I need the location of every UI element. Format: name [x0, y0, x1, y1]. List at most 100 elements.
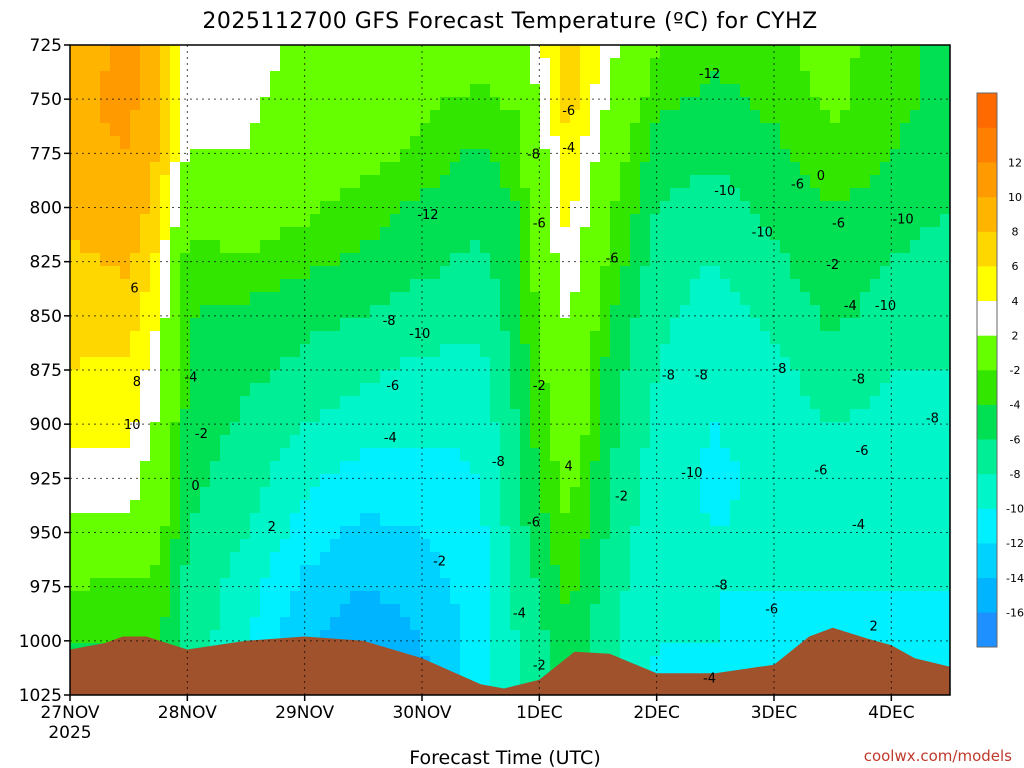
temperature-cell	[630, 214, 641, 228]
temperature-cell	[100, 604, 111, 618]
temperature-cell	[700, 71, 711, 85]
temperature-cell	[850, 396, 861, 410]
temperature-cell	[390, 643, 401, 657]
temperature-cell	[240, 565, 251, 579]
temperature-cell	[240, 409, 251, 423]
temperature-cell	[680, 123, 691, 137]
temperature-cell	[740, 448, 751, 462]
temperature-cell	[240, 591, 251, 605]
temperature-cell	[680, 45, 691, 59]
temperature-cell	[860, 266, 871, 280]
temperature-cell	[890, 383, 901, 397]
temperature-cell	[100, 136, 111, 150]
temperature-cell	[800, 331, 811, 345]
temperature-cell	[490, 71, 501, 85]
temperature-cell	[810, 500, 821, 514]
temperature-cell	[640, 162, 651, 176]
temperature-cell	[150, 604, 161, 618]
temperature-cell	[250, 552, 261, 566]
temperature-cell	[700, 409, 711, 423]
temperature-cell	[560, 422, 571, 436]
temperature-cell	[410, 71, 421, 85]
colorbar-tick-label: 4	[1012, 295, 1019, 308]
temperature-cell	[690, 656, 701, 670]
temperature-cell	[750, 500, 761, 514]
temperature-cell	[350, 591, 361, 605]
temperature-cell	[550, 149, 561, 163]
temperature-cell	[520, 279, 531, 293]
temperature-cell	[480, 461, 491, 475]
temperature-cell	[70, 539, 81, 553]
temperature-cell	[140, 45, 151, 59]
temperature-cell	[210, 318, 221, 332]
temperature-cell	[490, 396, 501, 410]
temperature-cell	[700, 591, 711, 605]
temperature-cell	[260, 279, 271, 293]
temperature-cell	[610, 71, 621, 85]
temperature-cell	[450, 396, 461, 410]
temperature-cell	[450, 448, 461, 462]
temperature-cell	[170, 201, 181, 215]
temperature-cell	[580, 149, 591, 163]
temperature-cell	[390, 84, 401, 98]
temperature-cell	[740, 227, 751, 241]
temperature-cell	[480, 266, 491, 280]
temperature-cell	[870, 240, 881, 254]
contour-label: -6	[765, 602, 778, 617]
temperature-cell	[120, 240, 131, 254]
temperature-cell	[130, 591, 141, 605]
temperature-cell	[650, 240, 661, 254]
temperature-cell	[930, 656, 941, 670]
temperature-cell	[160, 604, 171, 618]
temperature-cell	[460, 344, 471, 358]
temperature-cell	[730, 97, 741, 111]
temperature-cell	[910, 643, 921, 657]
temperature-cell	[110, 435, 121, 449]
temperature-cell	[820, 409, 831, 423]
temperature-cell	[860, 565, 871, 579]
temperature-cell	[890, 331, 901, 345]
temperature-cell	[770, 175, 781, 189]
temperature-cell	[550, 461, 561, 475]
temperature-cell	[480, 422, 491, 436]
temperature-cell	[770, 149, 781, 163]
temperature-cell	[570, 279, 581, 293]
temperature-cell	[240, 344, 251, 358]
temperature-cell	[790, 383, 801, 397]
temperature-cell	[190, 500, 201, 514]
temperature-cell	[520, 500, 531, 514]
temperature-cell	[760, 539, 771, 553]
temperature-cell	[330, 240, 341, 254]
temperature-cell	[610, 617, 621, 631]
temperature-cell	[250, 370, 261, 384]
temperature-cell	[490, 45, 501, 59]
temperature-cell	[890, 617, 901, 631]
temperature-cell	[610, 292, 621, 306]
temperature-cell	[150, 84, 161, 98]
contour-label: -8	[926, 412, 939, 427]
temperature-cell	[390, 370, 401, 384]
temperature-cell	[840, 552, 851, 566]
temperature-cell	[370, 344, 381, 358]
temperature-cell	[160, 357, 171, 371]
temperature-cell	[530, 591, 541, 605]
temperature-cell	[450, 149, 461, 163]
temperature-cell	[400, 448, 411, 462]
temperature-cell	[740, 292, 751, 306]
temperature-cell	[840, 461, 851, 475]
temperature-cell	[160, 266, 171, 280]
temperature-cell	[280, 162, 291, 176]
temperature-cell	[910, 279, 921, 293]
temperature-cell	[300, 448, 311, 462]
temperature-cell	[230, 539, 241, 553]
temperature-cell	[110, 344, 121, 358]
temperature-cell	[340, 175, 351, 189]
temperature-cell	[410, 487, 421, 501]
temperature-cell	[590, 370, 601, 384]
temperature-cell	[340, 58, 351, 72]
temperature-cell	[920, 175, 931, 189]
temperature-cell	[600, 565, 611, 579]
temperature-cell	[870, 370, 881, 384]
temperature-cell	[250, 123, 261, 137]
temperature-cell	[260, 292, 271, 306]
